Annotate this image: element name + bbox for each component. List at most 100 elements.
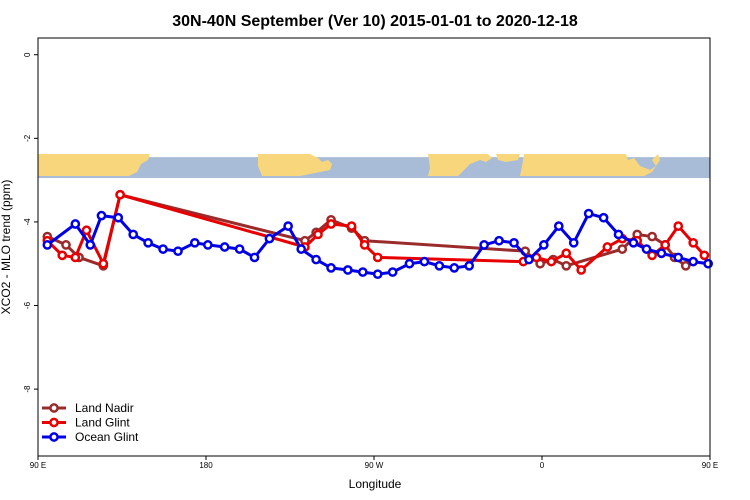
data-point <box>509 237 519 248</box>
y-tick-label: 0 <box>23 52 32 57</box>
data-point <box>234 244 245 254</box>
series-land-nadir <box>42 189 691 271</box>
x-tick-label: 90 W <box>365 461 384 470</box>
data-point <box>249 252 260 263</box>
data-point <box>70 252 81 263</box>
x-tick-label: 90 E <box>702 461 718 470</box>
data-point <box>568 237 579 248</box>
data-point <box>464 260 475 271</box>
data-point <box>70 219 81 229</box>
data-point <box>688 256 699 267</box>
data-point <box>598 212 609 223</box>
data-point <box>561 260 572 271</box>
data-point <box>613 229 624 240</box>
data-point <box>656 248 667 259</box>
data-point <box>326 219 336 229</box>
legend-label: Land Glint <box>75 416 130 430</box>
land-north-america <box>258 154 332 176</box>
data-point <box>264 233 275 244</box>
data-point <box>524 254 534 265</box>
data-point <box>128 229 139 240</box>
legend-marker <box>49 432 59 442</box>
series-ocean-glint <box>42 208 713 280</box>
data-point <box>583 208 594 219</box>
data-point <box>359 240 370 250</box>
land-japan <box>116 157 123 164</box>
data-point <box>602 242 613 252</box>
data-point <box>219 242 230 252</box>
data-point <box>434 260 445 271</box>
x-tick-label: 0 <box>540 461 545 470</box>
y-tick-label: -4 <box>23 218 32 226</box>
x-tick-label: 90 E <box>30 461 46 470</box>
map-strip <box>38 154 710 179</box>
data-point <box>98 258 109 269</box>
data-point <box>372 269 383 280</box>
data-point <box>357 267 368 277</box>
data-point <box>628 237 639 248</box>
data-point <box>703 258 713 269</box>
data-point <box>561 248 572 259</box>
data-point <box>449 263 460 273</box>
land-europe-africa <box>428 154 492 176</box>
data-point <box>96 210 107 221</box>
legend-marker <box>49 403 59 413</box>
data-point <box>296 244 307 254</box>
data-point <box>343 265 353 275</box>
data-point <box>115 189 125 200</box>
data-point <box>143 237 153 248</box>
legend-label: Land Nadir <box>75 401 134 415</box>
y-tick-label: -6 <box>23 301 32 309</box>
y-tick-label: -2 <box>23 134 32 142</box>
data-point <box>189 237 200 248</box>
data-point <box>311 254 321 265</box>
data-point <box>173 246 183 257</box>
data-point <box>61 240 71 250</box>
data-point <box>419 256 430 267</box>
data-point <box>617 244 628 254</box>
series-line <box>46 193 687 268</box>
data-point <box>113 212 124 223</box>
map-land <box>38 154 660 176</box>
data-point <box>85 240 96 250</box>
y-axis-label: XCO2 - MLO trend (ppm) <box>0 180 13 315</box>
y-tick-label: -8 <box>23 385 32 393</box>
data-point <box>203 240 213 250</box>
data-point <box>346 221 357 231</box>
data-point <box>494 235 504 246</box>
series-layer <box>42 189 713 280</box>
data-point <box>553 221 564 231</box>
data-point <box>42 240 53 250</box>
data-point <box>158 244 168 254</box>
data-point <box>387 267 398 277</box>
land-mediterranean-east <box>496 154 520 162</box>
y-axis: 0 -2 -4 -6 -8 <box>23 52 38 393</box>
data-point <box>372 252 383 263</box>
data-point <box>688 237 699 248</box>
land-asia-east <box>38 154 150 176</box>
legend-marker <box>49 417 59 428</box>
data-point <box>539 240 549 250</box>
data-point <box>57 250 68 261</box>
x-axis: 90 E 180 90 W 0 90 E <box>30 456 718 470</box>
x-axis-label: Longitude <box>349 477 402 491</box>
data-point <box>404 258 415 269</box>
data-point <box>326 263 336 273</box>
data-point <box>641 244 652 254</box>
legend-label: Ocean Glint <box>75 430 139 444</box>
data-point <box>81 225 92 236</box>
data-point <box>673 252 684 263</box>
data-point <box>546 256 557 267</box>
data-point <box>283 221 293 231</box>
data-point <box>660 240 671 250</box>
data-point <box>673 221 684 231</box>
land-middle-east-asia <box>520 154 660 176</box>
data-point <box>680 260 691 271</box>
data-point <box>699 250 710 261</box>
data-point <box>313 229 323 240</box>
x-tick-label: 180 <box>199 461 213 470</box>
data-point <box>479 240 489 250</box>
chart-title: 30N-40N September (Ver 10) 2015-01-01 to… <box>172 13 578 30</box>
